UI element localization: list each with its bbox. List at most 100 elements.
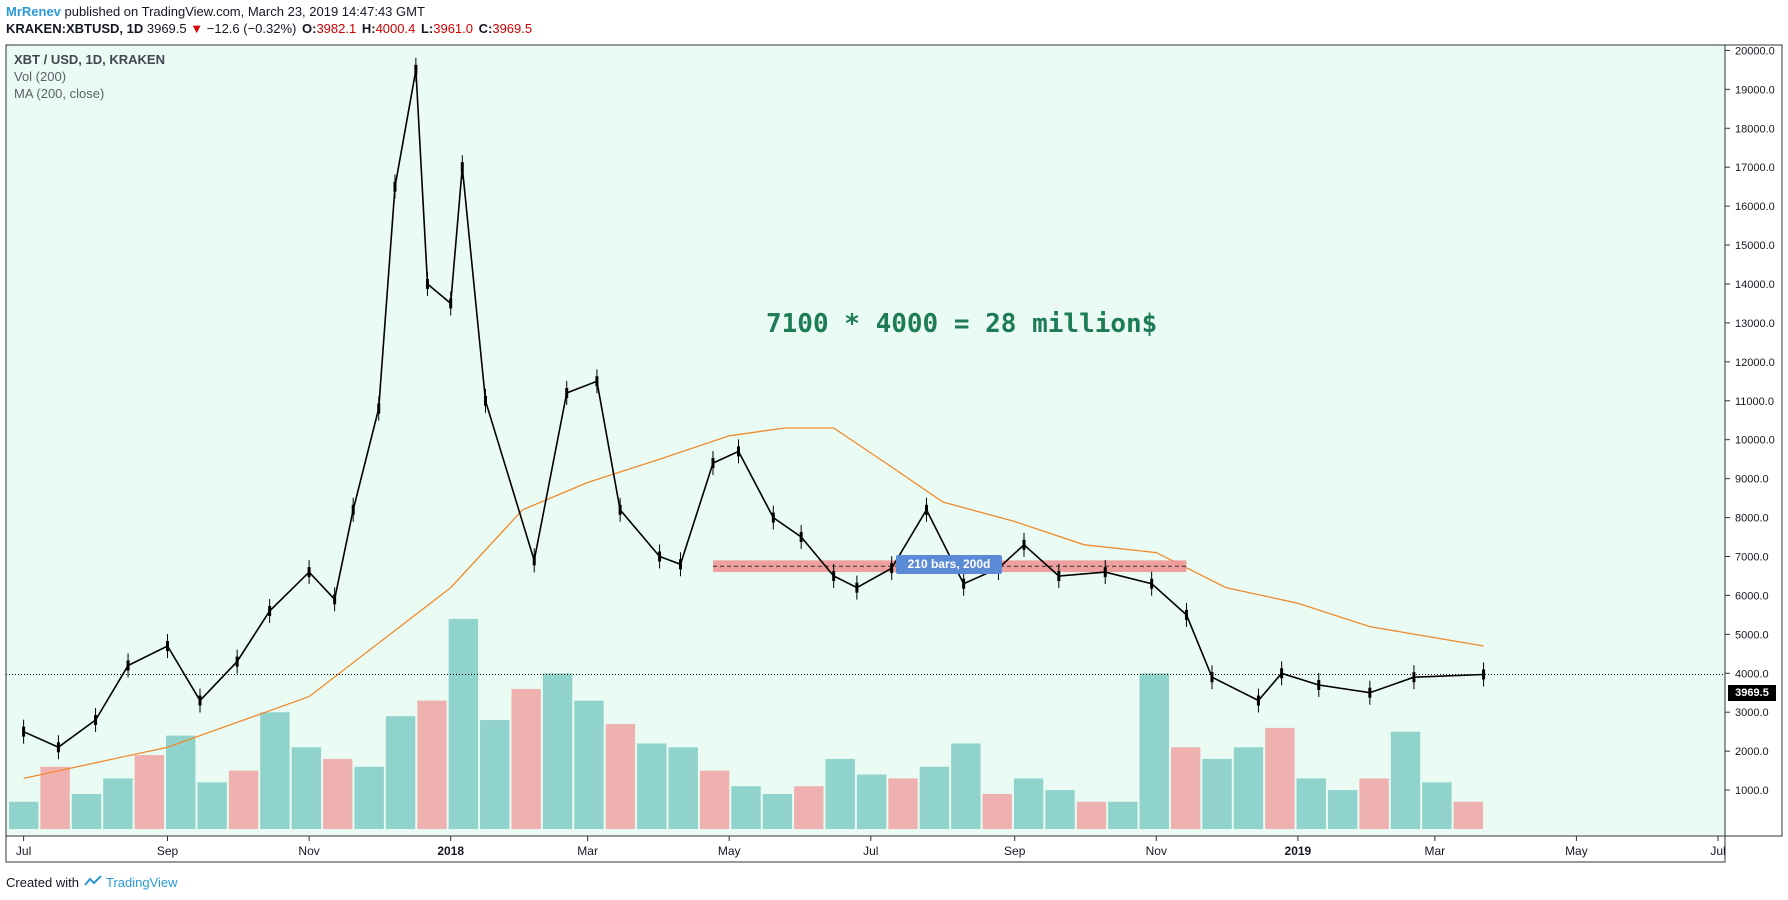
volume-bar bbox=[1422, 782, 1452, 829]
ma-line bbox=[23, 427, 1484, 780]
open-label: O: bbox=[302, 21, 317, 36]
current-price-label: 3969.5 bbox=[1728, 685, 1776, 701]
legend-main-series[interactable]: XBT / USD, 1D, KRAKEN bbox=[14, 52, 165, 67]
volume-bar bbox=[542, 673, 573, 829]
volume-bar bbox=[1076, 801, 1107, 829]
y-tick-label: 9000.0 bbox=[1735, 474, 1769, 486]
volume-bar bbox=[166, 735, 196, 829]
volume-bar bbox=[762, 793, 793, 829]
volume-bar bbox=[825, 758, 855, 829]
volume-bar bbox=[574, 700, 604, 829]
candle-body bbox=[890, 563, 894, 574]
candle-body bbox=[1317, 679, 1321, 690]
volume-bar bbox=[1233, 747, 1264, 829]
candle-body bbox=[307, 567, 311, 578]
legend-ma[interactable]: MA (200, close) bbox=[14, 86, 105, 101]
candle-body bbox=[22, 726, 26, 737]
tradingview-logo-icon[interactable] bbox=[83, 875, 106, 890]
volume-bar bbox=[228, 770, 259, 829]
volume-bar bbox=[731, 786, 761, 829]
x-tick-label: May bbox=[1565, 844, 1588, 858]
candle-body bbox=[595, 376, 599, 387]
open-value: 3982.1 bbox=[316, 21, 357, 36]
down-arrow-icon: ▼ bbox=[190, 21, 204, 36]
price-change: −12.6 (−0.32%) bbox=[206, 21, 297, 36]
candle-body bbox=[1150, 578, 1154, 589]
volume-bar bbox=[1108, 801, 1138, 829]
y-tick-label: 8000.0 bbox=[1735, 513, 1769, 525]
publish-info: MrRenev published on TradingView.com, Ma… bbox=[6, 4, 425, 20]
y-tick-label: 6000.0 bbox=[1735, 590, 1769, 602]
candle-body bbox=[268, 605, 272, 616]
legend-volume[interactable]: Vol (200) bbox=[14, 69, 67, 84]
candle-body bbox=[484, 395, 488, 406]
y-tick-label: 12000.0 bbox=[1735, 357, 1775, 369]
volume-bar bbox=[40, 766, 70, 829]
footer-prefix: Created with bbox=[6, 875, 79, 890]
candle-body bbox=[678, 559, 682, 570]
candle-body bbox=[532, 555, 536, 566]
y-tick-label: 17000.0 bbox=[1735, 162, 1775, 174]
candle-body bbox=[799, 532, 803, 543]
candle-body bbox=[711, 458, 715, 469]
candle-body bbox=[771, 512, 775, 523]
volume-bar bbox=[291, 747, 322, 829]
volume-bar bbox=[9, 801, 39, 829]
publish-text: published on TradingView.com, March 23, … bbox=[60, 4, 425, 19]
candle-body bbox=[832, 570, 836, 581]
date-range-label[interactable]: 210 bars, 200d bbox=[896, 555, 1002, 574]
candle-body bbox=[658, 551, 662, 562]
price-axis[interactable] bbox=[1724, 44, 1783, 837]
volume-bar bbox=[794, 786, 824, 829]
last-price: 3969.5 bbox=[146, 21, 187, 36]
volume-bar bbox=[699, 770, 730, 829]
volume-bar bbox=[385, 716, 416, 829]
candle-body bbox=[855, 582, 859, 593]
candle-body bbox=[1412, 672, 1416, 683]
candle-body bbox=[425, 278, 429, 289]
volume-bar bbox=[1045, 790, 1075, 829]
volume-bar bbox=[448, 618, 479, 829]
candle-body bbox=[333, 594, 337, 605]
volume-bar bbox=[1359, 778, 1389, 829]
x-tick-label: 2018 bbox=[437, 844, 464, 858]
candle-body bbox=[94, 714, 98, 725]
volume-bar bbox=[856, 774, 887, 829]
annotation-text[interactable]: 7100 * 4000 = 28 million$ bbox=[766, 309, 1158, 339]
volume-bar bbox=[1139, 673, 1169, 829]
volume-bar bbox=[637, 743, 667, 829]
candle-body bbox=[1256, 695, 1260, 706]
y-tick-label: 20000.0 bbox=[1735, 45, 1775, 57]
tradingview-brand[interactable]: TradingView bbox=[106, 875, 178, 890]
volume-bar bbox=[260, 712, 290, 829]
y-tick-label: 5000.0 bbox=[1735, 629, 1769, 641]
candle-body bbox=[393, 181, 397, 192]
volume-bar bbox=[511, 688, 541, 829]
x-tick-label: Nov bbox=[298, 844, 319, 858]
volume-bar bbox=[668, 747, 698, 829]
x-tick-label: Nov bbox=[1146, 844, 1167, 858]
volume-bar bbox=[134, 755, 165, 829]
volume-bar bbox=[1202, 758, 1232, 829]
low-label: L: bbox=[420, 21, 434, 36]
volume-bar bbox=[1170, 747, 1201, 829]
candle-body bbox=[56, 742, 60, 753]
x-tick-label: 2019 bbox=[1285, 844, 1312, 858]
volume-bar bbox=[354, 766, 384, 829]
symbol-bar: KRAKEN:XBTUSD, 1D 3969.5 ▼ −12.6 (−0.32%… bbox=[6, 21, 532, 37]
x-tick-label: Sep bbox=[157, 844, 179, 858]
candle-body bbox=[1022, 539, 1026, 550]
volume-bar bbox=[417, 700, 447, 829]
plot-area[interactable] bbox=[5, 44, 1726, 837]
candle-body bbox=[351, 504, 355, 515]
volume-bar bbox=[1013, 778, 1044, 829]
time-axis[interactable] bbox=[5, 835, 1726, 863]
candle-body bbox=[198, 695, 202, 706]
candle-body bbox=[1057, 570, 1061, 581]
author-link[interactable]: MrRenev bbox=[6, 4, 61, 19]
candle-body bbox=[1482, 669, 1486, 680]
low-value: 3961.0 bbox=[433, 21, 473, 36]
y-tick-label: 16000.0 bbox=[1735, 201, 1775, 213]
candle-body bbox=[460, 162, 464, 173]
